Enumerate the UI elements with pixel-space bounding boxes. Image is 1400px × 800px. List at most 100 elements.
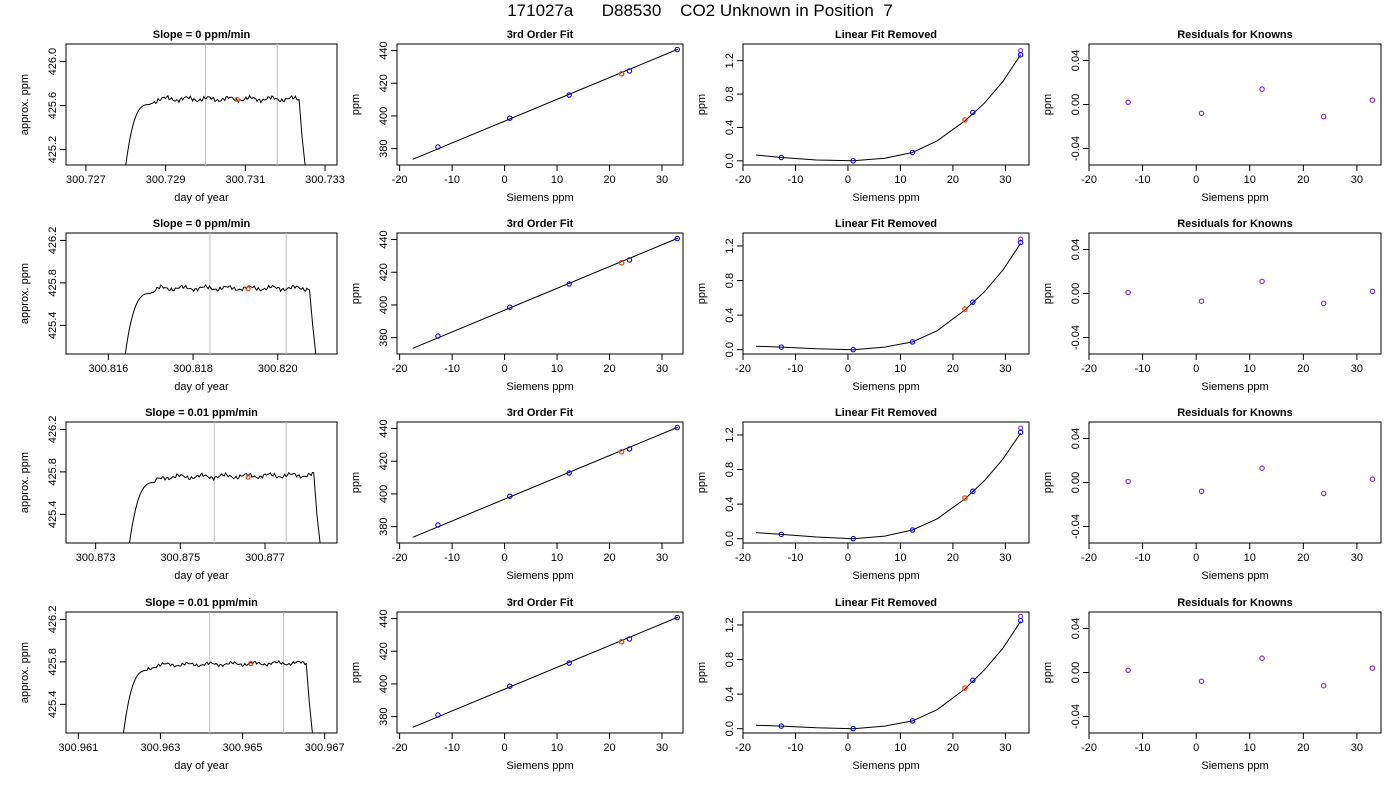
known-point [674,614,680,621]
x-tick-label: 10 [1244,742,1256,754]
panel-title: Slope = 0.01 ppm/min [145,597,258,609]
x-tick-label: -10 [444,174,460,186]
y-tick-label: 0.4 [724,496,736,511]
y-tick-label: 400 [378,675,390,693]
panel-title: Linear Fit Removed [835,597,937,609]
y-tick-label: 400 [378,107,390,125]
y-tick-label: 0.0 [724,531,736,546]
known-point [850,346,856,353]
x-tick-label: 0 [502,363,508,375]
y-axis-label: ppm [350,283,362,304]
known-point [778,531,785,538]
y-axis-label: ppm [696,662,708,683]
x-tick-label: 0 [845,742,851,754]
unknown-point [618,448,625,455]
x-tick-label: 300.875 [160,552,200,564]
residual-point [1198,488,1205,495]
y-tick-label: 1.2 [724,427,736,442]
y-tick-label: 440 [378,609,390,627]
panel-r4-c4: Residuals for Knowns -20 -10 0 10 20 30 -0.04 0.… [1042,597,1382,772]
extra-point [1018,236,1024,242]
plot-frame [742,421,1030,544]
y-tick-label: 0.8 [724,273,736,288]
known-point [909,339,916,345]
y-tick-label: -0.04 [1070,325,1082,350]
x-tick-label: 20 [603,174,615,186]
y-axis-label: ppm [1042,662,1054,683]
known-point [626,257,633,263]
concentration-trace [123,659,313,734]
x-tick-label: 0 [1193,552,1199,564]
mean-marker [248,660,254,667]
x-tick-label: -10 [788,742,804,754]
x-tick-label: 300.963 [141,742,181,754]
known-point [435,522,441,528]
extra-point [1018,48,1024,54]
unknown-point [618,638,625,645]
y-axis-label: ppm [1042,94,1054,115]
y-tick-label: 440 [378,230,390,248]
known-point [1017,52,1024,58]
x-tick-label: -20 [392,363,408,375]
panel-r2-c2: 3rd Order Fit -20 -10 0 10 20 30 380 400 420 440 Si… [350,218,684,393]
residual-point [1125,667,1131,674]
x-tick-label: -20 [1081,742,1097,754]
y-tick-label: -0.04 [1070,136,1082,161]
residual-point [1259,655,1265,662]
y-tick-label: 425.6 [47,92,59,120]
fit-curve [756,621,1022,730]
known-point [507,115,513,121]
y-axis-label: ppm [696,94,708,115]
x-tick-label: -20 [735,552,751,564]
y-tick-label: 0.04 [1070,239,1082,260]
x-tick-label: 10 [551,363,563,375]
y-tick-label: 420 [378,452,390,470]
x-axis-label: Siemens ppm [1201,381,1268,393]
x-tick-label: -10 [788,552,804,564]
residual-point [1320,490,1327,497]
y-axis-label: approx. ppm [19,74,31,135]
residual-point [1369,97,1376,103]
panel-title: Residuals for Knowns [1177,29,1293,41]
x-tick-label: -10 [1135,174,1151,186]
unknown-point [962,306,968,312]
panel-r3-c4: Residuals for Knowns -20 -10 0 10 20 30 -0.04 0.… [1042,407,1382,582]
x-tick-label: 0 [502,552,508,564]
x-tick-label: 30 [999,742,1011,754]
x-tick-label: -10 [444,552,460,564]
plot-frame [396,421,684,544]
known-point [970,299,976,305]
x-axis-label: Siemens ppm [506,760,573,772]
residual-point [1198,678,1205,685]
x-axis-label: day of year [174,192,229,204]
panel-r2-c1: Slope = 0 ppm/min 300.816 300.818 300.820 42… [19,218,338,393]
x-tick-label: 0 [1193,742,1199,754]
mean-marker [245,286,251,292]
x-tick-label: -20 [735,363,751,375]
panel-title: Residuals for Knowns [1177,597,1293,609]
y-tick-label: -0.04 [1070,514,1082,539]
known-point [674,46,680,53]
panel-r1-c4: Residuals for Knowns -20 -10 0 10 20 30 -0.04 0.… [1042,29,1382,204]
known-point [507,304,513,310]
y-tick-label: 426.2 [47,416,59,444]
y-tick-label: 420 [378,263,390,281]
y-axis-label: approx. ppm [19,263,31,324]
residual-point [1320,682,1327,689]
known-point [626,68,633,74]
x-tick-label: 10 [1244,363,1256,375]
y-tick-label: 1.2 [724,617,736,632]
x-tick-label: 20 [1297,174,1309,186]
x-tick-label: 0 [502,174,508,186]
x-tick-label: -10 [1135,742,1151,754]
x-axis-label: day of year [174,381,229,393]
residual-point [1198,110,1205,117]
x-tick-label: 300.818 [173,363,213,375]
panel-title: 3rd Order Fit [507,29,574,41]
panel-title: Linear Fit Removed [835,218,937,230]
plot-frame [65,611,338,734]
x-axis-label: Siemens ppm [1201,570,1268,582]
extra-point [1018,425,1024,431]
x-tick-label: 10 [1244,174,1256,186]
x-tick-label: -20 [392,552,408,564]
